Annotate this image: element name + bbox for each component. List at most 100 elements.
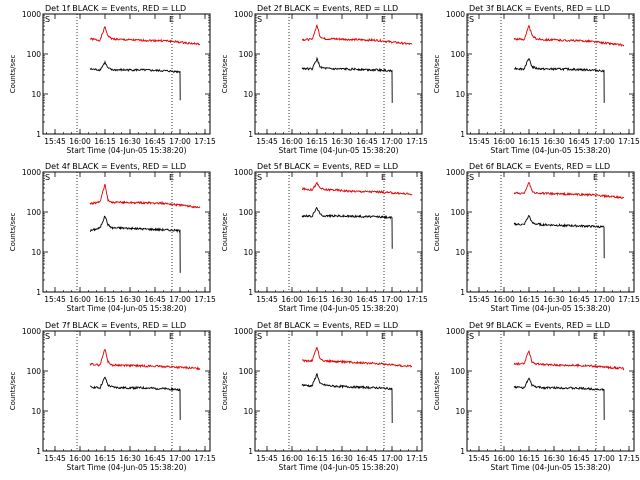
x-tick-label: 15:45	[468, 137, 490, 146]
y-axis-label: Counts/sec	[221, 55, 229, 94]
x-tick-label: 16:00	[493, 454, 515, 463]
start-marker-label: S	[257, 15, 262, 24]
x-tick-label: 16:00	[281, 295, 303, 304]
x-tick-label: 16:00	[69, 295, 91, 304]
x-tick-label: 17:15	[618, 454, 640, 463]
x-tick-label: 15:45	[256, 295, 278, 304]
x-tick-label: 16:15	[94, 137, 116, 146]
y-tick-label: 10	[31, 407, 41, 416]
y-tick-label: 100	[27, 208, 42, 217]
end-marker-label: E	[593, 15, 598, 24]
y-tick-label: 100	[451, 367, 466, 376]
y-tick-label: 100	[27, 50, 42, 59]
events-series-line	[89, 376, 181, 420]
x-axis-label: Start Time (04-Jun-05 15:38:20)	[279, 304, 399, 313]
y-tick-label: 10	[455, 248, 465, 257]
plot-frame	[42, 13, 211, 135]
detector-panel-6: Det 6f BLACK = Events, RED = LLD 1 10 100 10…	[433, 162, 640, 313]
x-tick-label: 17:15	[406, 295, 428, 304]
y-tick-label: 1	[460, 288, 465, 297]
events-series-line	[90, 215, 181, 273]
x-tick-label: 16:15	[518, 295, 540, 304]
x-tick-label: 16:45	[144, 454, 166, 463]
y-tick-label: 10	[243, 407, 253, 416]
x-tick-label: 16:00	[281, 454, 303, 463]
x-tick-label: 16:15	[306, 137, 328, 146]
detector-panel-9: Det 9f BLACK = Events, RED = LLD 1 10 100 10…	[433, 321, 640, 472]
panel-title: Det 1f BLACK = Events, RED = LLD	[45, 4, 186, 13]
plot-frame	[254, 171, 423, 293]
y-tick-label: 1000	[234, 327, 253, 336]
lld-series-line	[513, 24, 625, 48]
events-series-line	[513, 58, 605, 103]
x-tick-label: 17:15	[618, 295, 640, 304]
x-tick-label: 15:45	[44, 454, 66, 463]
y-tick-label: 10	[455, 407, 465, 416]
events-series-line	[513, 377, 605, 420]
x-tick-label: 16:30	[543, 295, 565, 304]
y-tick-label: 10	[31, 248, 41, 257]
panel-title: Det 2f BLACK = Events, RED = LLD	[257, 4, 398, 13]
x-tick-label: 17:15	[406, 137, 428, 146]
x-axis-label: Start Time (04-Jun-05 15:38:20)	[491, 304, 611, 313]
x-tick-label: 16:00	[281, 137, 303, 146]
events-series-line	[301, 372, 393, 424]
x-tick-label: 16:00	[69, 454, 91, 463]
y-axis-label: Counts/sec	[9, 372, 17, 411]
start-marker-label: S	[257, 332, 262, 341]
x-tick-label: 16:00	[493, 137, 515, 146]
y-tick-label: 1000	[446, 10, 465, 19]
y-tick-label: 1	[460, 447, 465, 456]
start-marker-label: S	[45, 15, 50, 24]
y-tick-label: 1	[248, 447, 253, 456]
x-tick-label: 16:45	[356, 137, 378, 146]
end-marker-label: E	[593, 332, 598, 341]
y-tick-label: 100	[239, 50, 254, 59]
x-tick-label: 17:00	[381, 295, 403, 304]
x-tick-label: 15:45	[44, 295, 66, 304]
x-tick-label: 17:15	[406, 454, 428, 463]
lld-series-line	[513, 349, 625, 371]
events-series-line	[301, 206, 393, 249]
events-series-line	[301, 56, 393, 103]
x-tick-label: 17:15	[194, 454, 216, 463]
end-marker-label: E	[169, 15, 174, 24]
x-axis-label: Start Time (04-Jun-05 15:38:20)	[491, 463, 611, 472]
y-tick-label: 1	[36, 130, 41, 139]
y-tick-label: 100	[239, 208, 254, 217]
y-tick-label: 1000	[234, 10, 253, 19]
x-tick-label: 17:00	[593, 454, 615, 463]
y-axis-label: Counts/sec	[221, 372, 229, 411]
y-tick-label: 100	[451, 50, 466, 59]
x-tick-label: 17:00	[593, 295, 615, 304]
x-tick-label: 17:15	[194, 137, 216, 146]
y-tick-label: 10	[243, 90, 253, 99]
y-axis-label: Counts/sec	[433, 372, 441, 411]
lld-series-line	[89, 348, 201, 371]
x-tick-label: 15:45	[44, 137, 66, 146]
x-tick-label: 16:30	[119, 295, 141, 304]
x-tick-label: 15:45	[468, 454, 490, 463]
x-tick-label: 15:45	[468, 295, 490, 304]
end-marker-label: E	[169, 173, 174, 182]
y-tick-label: 1000	[22, 168, 41, 177]
panel-title: Det 7f BLACK = Events, RED = LLD	[45, 321, 186, 330]
y-tick-label: 1000	[234, 168, 253, 177]
detector-panel-8: Det 8f BLACK = Events, RED = LLD 1 10 100 10…	[221, 321, 428, 472]
y-axis-label: Counts/sec	[221, 213, 229, 252]
lld-series-line	[301, 346, 413, 368]
lld-series-line	[89, 183, 201, 209]
x-axis-label: Start Time (04-Jun-05 15:38:20)	[491, 146, 611, 155]
x-tick-label: 16:00	[69, 137, 91, 146]
lld-series-line	[302, 24, 413, 46]
plot-frame	[466, 330, 635, 452]
detector-panel-1: Det 1f BLACK = Events, RED = LLD 1 10 100 10…	[9, 4, 216, 155]
lld-series-line	[89, 26, 201, 46]
x-tick-label: 16:30	[331, 295, 353, 304]
events-series-line	[89, 59, 181, 101]
x-tick-label: 15:45	[256, 137, 278, 146]
x-tick-label: 17:00	[169, 454, 191, 463]
y-axis-label: Counts/sec	[9, 213, 17, 252]
panel-title: Det 8f BLACK = Events, RED = LLD	[257, 321, 398, 330]
